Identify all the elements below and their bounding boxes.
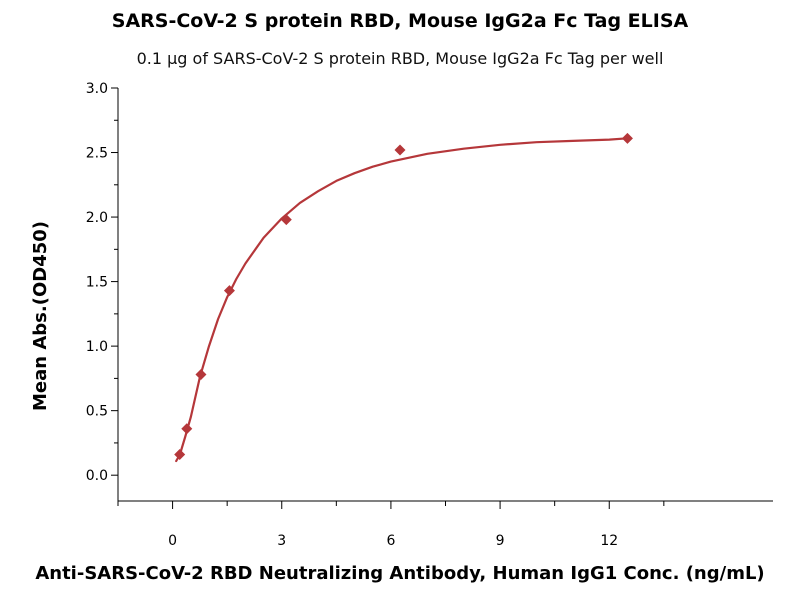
data-point-diamond (223, 285, 235, 297)
y-tick-label: 2.5 (86, 146, 108, 162)
x-axis: 0 3 6 9 12 (117, 501, 665, 549)
fit-curve (175, 137, 629, 463)
y-axis-label: Mean Abs.(OD450) (30, 221, 51, 411)
chart-title: SARS-CoV-2 S protein RBD, Mouse IgG2a Fc… (112, 10, 689, 32)
x-tick-label: 0 (168, 533, 177, 549)
y-tick-label: 1.5 (86, 275, 108, 291)
data-point-diamond (394, 144, 406, 156)
y-tick-label: 0.5 (86, 404, 108, 420)
data-point-diamond (280, 214, 292, 226)
x-tick-label: 9 (496, 533, 505, 549)
plot-frame (117, 88, 773, 502)
y-tick-label: 3.0 (86, 81, 108, 97)
chart-subtitle: 0.1 µg of SARS-CoV-2 S protein RBD, Mous… (137, 49, 664, 68)
y-tick-label: 1.0 (86, 339, 108, 355)
y-axis: 0.0 0.5 1.0 1.5 2.0 2.5 3.0 (86, 81, 118, 484)
data-point-diamond (181, 423, 193, 435)
y-tick-label: 2.0 (86, 210, 108, 226)
data-points-layer (174, 132, 633, 461)
x-tick-label: 12 (600, 533, 618, 549)
fit-curve-layer (175, 137, 629, 463)
y-tick-label: 0.0 (86, 468, 108, 484)
data-point-diamond (195, 369, 207, 381)
x-tick-label: 6 (386, 533, 395, 549)
data-point-diamond (174, 449, 186, 461)
x-tick-label: 3 (277, 533, 286, 549)
data-point-diamond (621, 132, 633, 144)
x-axis-label: Anti-SARS-CoV-2 RBD Neutralizing Antibod… (35, 563, 764, 584)
